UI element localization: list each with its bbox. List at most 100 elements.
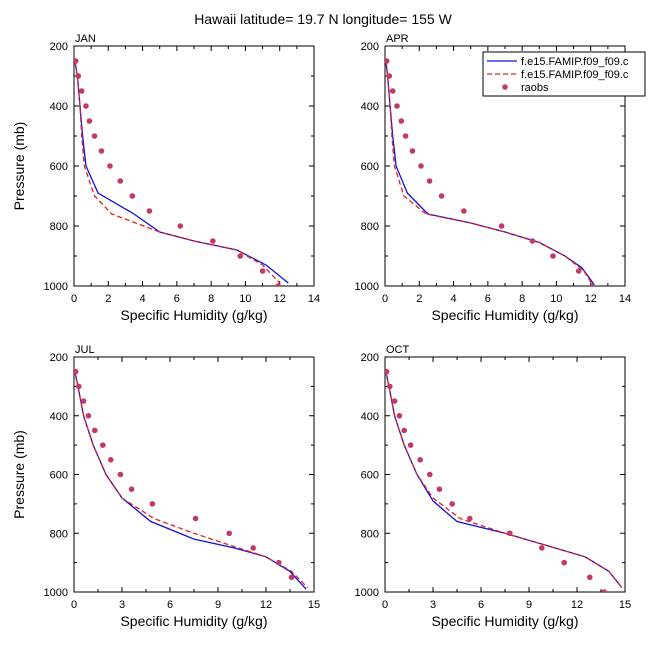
y-tick-label: 200 (361, 352, 379, 364)
panel-label: APR (386, 33, 409, 45)
raobs-point (386, 73, 393, 79)
panel-jan: JAN 0 2 4 6 8 10 12 14 200 400 600 800 1000 Specific H… (11, 33, 320, 323)
raobs-point (98, 148, 105, 154)
raobs-point (407, 442, 414, 448)
x-tick-label: 2 (416, 293, 422, 305)
model-line-dashed (385, 371, 623, 589)
x-tick-label: 15 (308, 599, 320, 611)
raobs-point (117, 178, 124, 184)
data-layer (385, 58, 596, 286)
legend-marker (502, 84, 508, 90)
raobs-point (601, 589, 607, 592)
y-tick-label: 1000 (44, 281, 68, 293)
raobs-point (128, 486, 135, 492)
x-tick-label: 9 (526, 599, 532, 611)
x-axis-label: Specific Humidity (g/kg) (120, 307, 267, 323)
raobs-point (396, 412, 403, 419)
y-axis-label: Pressure (mb) (11, 122, 27, 211)
x-tick-label: 3 (430, 599, 436, 611)
raobs-point (80, 398, 87, 404)
raobs-point (91, 133, 98, 139)
raobs-point (129, 193, 136, 199)
raobs-point (276, 559, 282, 566)
x-tick-label: 8 (519, 293, 525, 305)
raobs-point (401, 427, 408, 434)
legend: f.e15.FAMIP.f09_f09.cf.e15.FAMIP.f09_f09… (482, 51, 646, 97)
data-layer (385, 368, 623, 592)
raobs-point (78, 88, 85, 94)
raobs-point (438, 193, 445, 199)
x-tick-label: 4 (451, 293, 457, 305)
raobs-point (259, 268, 266, 274)
y-tick-label: 600 (50, 161, 68, 173)
model-line-solid (385, 60, 595, 285)
x-tick-label: 6 (167, 599, 173, 611)
x-tick-label: 15 (619, 599, 631, 611)
raobs-point (117, 471, 124, 478)
raobs-point (467, 515, 473, 522)
x-tick-label: 8 (208, 293, 214, 305)
raobs-point (394, 103, 400, 109)
x-tick-label: 6 (485, 293, 491, 305)
y-tick-label: 400 (361, 101, 379, 113)
legend-label: f.e15.FAMIP.f09_f09.c (521, 56, 629, 68)
raobs-point (107, 163, 113, 169)
raobs-point (210, 238, 216, 244)
y-tick-label: 600 (361, 161, 379, 173)
x-tick-label: 12 (274, 293, 286, 305)
raobs-point (149, 501, 156, 507)
x-tick-label: 12 (585, 293, 597, 305)
x-tick-label: 10 (239, 293, 251, 305)
raobs-point (275, 283, 281, 286)
x-tick-label: 0 (71, 599, 77, 611)
raobs-point (449, 501, 456, 507)
x-tick-label: 12 (571, 599, 583, 611)
y-tick-label: 600 (50, 470, 68, 482)
panel-label: OCT (386, 344, 410, 356)
raobs-point (529, 238, 536, 244)
figure-title: Hawaii latitude= 19.7 N longitude= 155 W (194, 11, 452, 27)
legend-label: raobs (521, 82, 549, 94)
x-tick-label: 9 (215, 599, 221, 611)
raobs-point (288, 574, 295, 581)
raobs-point (100, 442, 106, 448)
y-tick-label: 200 (50, 352, 68, 364)
y-tick-label: 800 (361, 221, 379, 233)
x-tick-label: 0 (382, 293, 388, 305)
raobs-point (92, 427, 98, 434)
raobs-point (385, 368, 390, 375)
x-tick-label: 0 (71, 293, 77, 305)
data-layer (74, 368, 309, 590)
x-tick-label: 0 (382, 599, 388, 611)
x-tick-label: 3 (119, 599, 125, 611)
raobs-point (391, 398, 398, 404)
panel-apr: APR 0 2 4 6 8 10 12 14 200 400 600 800 1000 Specific H… (355, 33, 632, 323)
raobs-point (74, 368, 79, 375)
raobs-point (146, 208, 153, 214)
raobs-point (226, 530, 232, 537)
y-axis-label: Pressure (mb) (11, 430, 27, 519)
raobs-point (74, 58, 79, 64)
y-tick-label: 1000 (44, 587, 68, 599)
y-tick-label: 1000 (355, 587, 379, 599)
panel-oct: OCT 0 3 6 9 12 15 200 400 600 800 1000 Specific Humi… (355, 344, 632, 629)
panel-jul: JUL 0 3 6 9 12 15 200 400 600 800 1000 Specific Humi… (11, 344, 320, 629)
raobs-point (498, 223, 505, 229)
y-tick-label: 600 (361, 470, 379, 482)
raobs-point (436, 486, 443, 492)
raobs-point (418, 163, 424, 169)
raobs-point (402, 133, 409, 139)
raobs-point (85, 412, 92, 419)
raobs-point (426, 178, 433, 184)
raobs-point (385, 58, 390, 64)
raobs-point (387, 383, 393, 390)
y-tick-label: 800 (50, 528, 68, 540)
raobs-point (83, 103, 89, 109)
raobs-point (108, 457, 114, 463)
y-tick-label: 400 (50, 411, 68, 423)
raobs-point (561, 559, 567, 566)
x-tick-label: 14 (619, 293, 631, 305)
raobs-point (75, 73, 82, 79)
x-tick-label: 14 (308, 293, 320, 305)
